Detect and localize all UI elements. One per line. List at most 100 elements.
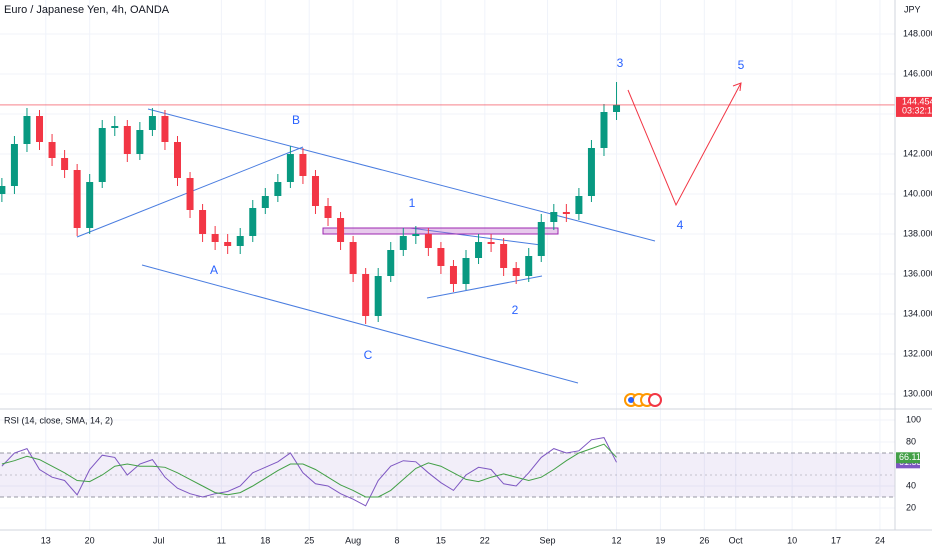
currency: JPY <box>904 4 921 14</box>
x-tick-label: 17 <box>831 535 841 545</box>
rsi-line <box>1 443 617 498</box>
candle-body <box>199 210 207 234</box>
event-icon[interactable] <box>628 397 634 403</box>
candle-body <box>98 128 106 182</box>
y-tick-label: 20 <box>906 502 916 512</box>
x-tick-label: 10 <box>787 535 797 545</box>
y-tick-label: 40 <box>906 480 916 490</box>
x-tick-label: Aug <box>345 535 361 545</box>
candle-body <box>525 256 533 276</box>
event-icons[interactable] <box>624 393 662 407</box>
candle-body <box>48 142 56 158</box>
candle-body <box>362 274 370 316</box>
candle-body <box>437 248 445 266</box>
candle-body <box>111 126 119 128</box>
x-tick-label: Oct <box>729 535 744 545</box>
x-tick-label: 24 <box>875 535 885 545</box>
x-tick-label: 13 <box>41 535 51 545</box>
rsi-title: RSI (14, close, SMA, 14, 2) <box>4 415 113 425</box>
x-tick-label: 12 <box>612 535 622 545</box>
candle-body <box>475 242 483 258</box>
candle-body <box>148 116 156 130</box>
x-tick-label: 8 <box>395 535 400 545</box>
candle-body <box>387 250 395 276</box>
trendline <box>426 275 543 299</box>
wave-label: 2 <box>512 303 519 317</box>
x-tick-label: 25 <box>304 535 314 545</box>
value-badge-label: 66.11 <box>899 452 921 462</box>
candle-body <box>224 242 232 246</box>
candle-body <box>500 244 508 268</box>
value-badge <box>896 452 920 464</box>
x-tick-label: Sep <box>540 535 556 545</box>
trendline <box>147 108 656 242</box>
grid <box>0 0 895 530</box>
candle-body <box>61 158 69 170</box>
event-icon[interactable] <box>648 393 662 407</box>
x-tick-label: 19 <box>655 535 665 545</box>
trendline <box>409 227 542 246</box>
y-tick-label: 140.000 <box>903 188 932 198</box>
price-badge-label: 144.454 <box>902 96 932 106</box>
y-tick-label: 132.000 <box>903 348 932 358</box>
candle-body <box>550 212 558 222</box>
candle-body <box>236 236 244 246</box>
candle-body <box>36 116 44 142</box>
candle-body <box>299 154 307 176</box>
candle-body <box>311 176 319 206</box>
chart-title: Euro / Japanese Yen, 4h, OANDA <box>4 4 170 16</box>
candle-body <box>286 154 294 182</box>
wave-label: C <box>364 348 373 362</box>
candle-body <box>587 148 595 196</box>
x-tick-label: 18 <box>260 535 270 545</box>
candle-body <box>600 112 608 148</box>
candle-body <box>186 178 194 210</box>
candle-body <box>123 126 131 154</box>
y-tick-label: 100 <box>906 414 921 424</box>
candle-body <box>249 208 257 236</box>
zone-rect <box>322 227 559 235</box>
candle-body <box>86 182 94 228</box>
y-tick-label: 146.000 <box>903 68 932 78</box>
y-tick-label: 136.000 <box>903 268 932 278</box>
candle-body <box>211 234 219 242</box>
candle-body <box>412 234 420 236</box>
wave-label: 3 <box>617 56 624 70</box>
candle-body <box>23 116 31 144</box>
rsi-pane <box>0 437 895 507</box>
candle-body <box>487 242 495 244</box>
arrow-head <box>732 82 742 92</box>
candle-body <box>136 130 144 154</box>
y-tick-label: 130.000 <box>903 388 932 398</box>
x-tick-label: 15 <box>436 535 446 545</box>
wave-label: 5 <box>738 58 745 72</box>
y-tick-label: 142.000 <box>903 148 932 158</box>
candle-body <box>374 276 382 316</box>
candle-body <box>562 212 570 214</box>
projection <box>627 82 742 207</box>
candle-body <box>399 236 407 250</box>
price-badge <box>896 96 932 117</box>
candle-body <box>261 196 269 208</box>
countdown: 03:32:13 <box>902 105 932 115</box>
wave-label: B <box>292 113 300 127</box>
candle-body <box>337 218 345 242</box>
candle-body <box>424 234 432 248</box>
candle-body <box>173 142 181 178</box>
candles <box>0 82 895 324</box>
candle-body <box>10 144 18 186</box>
candle-body <box>575 196 583 214</box>
candle-body <box>324 206 332 218</box>
y-tick-label: 138.000 <box>903 228 932 238</box>
x-tick-label: 20 <box>85 535 95 545</box>
rsi-line <box>1 437 617 507</box>
candle-body <box>449 266 457 284</box>
y-tick-label: 148.000 <box>903 28 932 38</box>
candle-body <box>73 170 81 228</box>
candle-body <box>349 242 357 274</box>
trendline <box>141 264 579 384</box>
candle-body <box>274 182 282 196</box>
wave-label: 4 <box>677 218 684 232</box>
wave-label: 1 <box>409 196 416 210</box>
